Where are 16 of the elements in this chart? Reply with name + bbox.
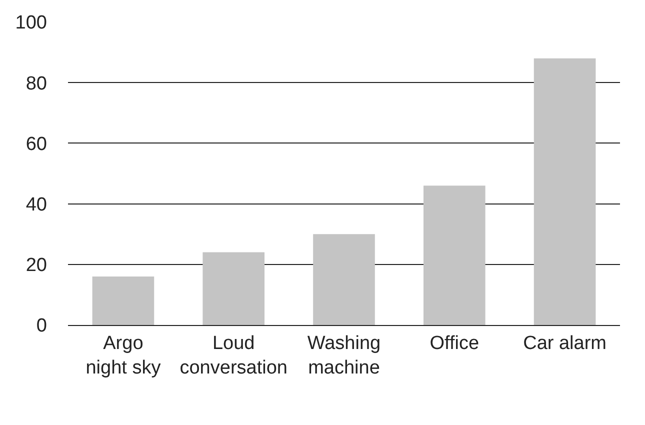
y-tick-label: 20 (26, 255, 47, 276)
y-tick-label: 60 (26, 134, 47, 155)
x-tick-label: Office (430, 332, 480, 354)
bar (92, 276, 154, 325)
bar (313, 234, 375, 325)
bar (423, 186, 486, 325)
y-tick-label: 0 (36, 316, 47, 337)
x-tick-label: Argo night sky (86, 332, 162, 378)
x-tick-label: Loud conversation (180, 332, 288, 378)
bar (534, 58, 596, 325)
bar (202, 252, 265, 325)
y-tick-label: 40 (26, 194, 47, 216)
y-tick-label: 100 (15, 12, 47, 34)
x-tick-label: Car alarm (523, 332, 607, 354)
x-tick-label: Washing machine (307, 332, 381, 378)
y-tick-label: 80 (26, 73, 47, 94)
